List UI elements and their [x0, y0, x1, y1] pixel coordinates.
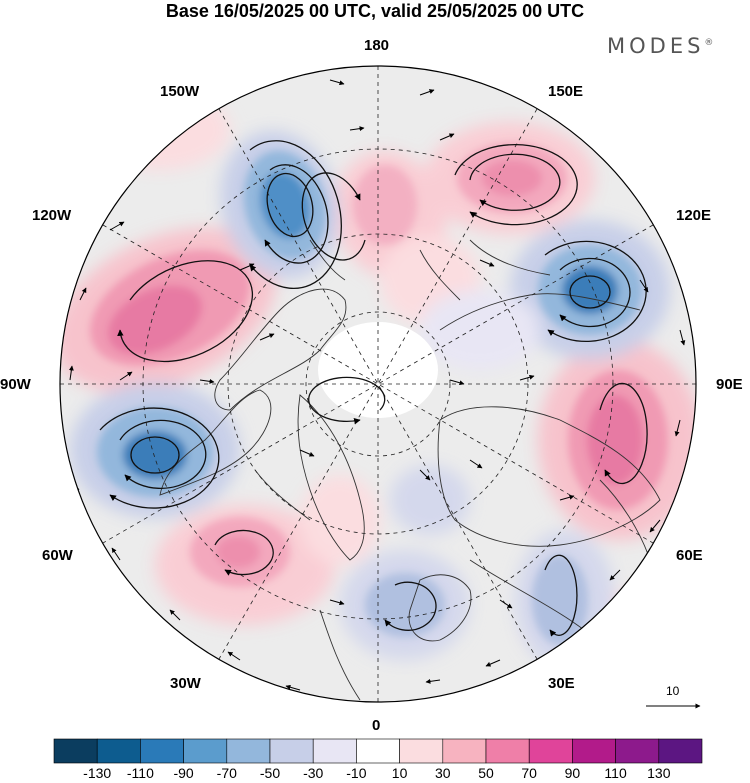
brand-logo: MODES®: [607, 34, 713, 58]
colorbar-swatch: [312, 738, 357, 764]
lon-label-0: 0: [372, 717, 381, 734]
colorbar-swatch: [442, 738, 487, 764]
colorbar-swatch: [269, 738, 314, 764]
colorbar-tick-label: -90: [173, 765, 194, 781]
colorbar-swatch: [658, 738, 703, 764]
colorbar-tick-label: 50: [478, 765, 494, 781]
wind-vectors: [68, 79, 686, 691]
colorbar-swatch: [96, 738, 141, 764]
colorbar-swatch: [356, 738, 400, 764]
colorbar-tick-label: 90: [564, 765, 581, 781]
colorbar-tick-label: -50: [259, 765, 281, 781]
lon-label-150w: 150W: [160, 83, 200, 100]
lon-label-90e: 90E: [716, 376, 743, 393]
colorbar: [53, 738, 703, 764]
colorbar-swatch: [226, 738, 271, 764]
colorbar-swatch: [572, 738, 616, 764]
colorbar-swatch: [183, 738, 228, 764]
colorbar-tick-label: -130: [83, 765, 112, 781]
colorbar-tick-label: -10: [346, 765, 367, 781]
colorbar-swatch: [485, 738, 530, 764]
lon-label-60w: 60W: [42, 547, 73, 564]
colorbar-swatch: [615, 738, 660, 764]
brand-name: MODES: [607, 34, 705, 58]
lon-label-90w: 90W: [0, 376, 31, 393]
colorbar-tick-label: -70: [216, 765, 237, 781]
brand-mark: ®: [704, 38, 714, 48]
colorbar-swatch: [140, 738, 184, 764]
lon-label-180: 180: [364, 37, 390, 54]
lon-label-30e: 30E: [548, 675, 575, 692]
reference-vector-label: 10: [666, 684, 680, 698]
colorbar-tick-label: 30: [435, 765, 451, 781]
colorbar-tick-label: 130: [647, 765, 671, 781]
lon-label-120e: 120E: [676, 207, 712, 224]
colorbar-swatch: [528, 738, 573, 764]
colorbar-tick-label: -30: [303, 765, 324, 781]
streamlines: [99, 140, 648, 637]
lon-label-30w: 30W: [170, 675, 201, 692]
colorbar-tick-label: 70: [521, 765, 537, 781]
map-disc: [60, 66, 696, 702]
colorbar-swatch: [399, 738, 444, 764]
map-border: [59, 65, 697, 703]
colorbar-tick-label: 10: [391, 765, 408, 781]
map-title: Base 16/05/2025 00 UTC, valid 25/05/2025…: [165, 1, 585, 21]
colorbar-tick-label: 110: [604, 765, 627, 781]
colorbar-tick-label: -110: [126, 765, 154, 781]
lon-label-120w: 120W: [32, 207, 72, 224]
lon-label-150e: 150E: [548, 83, 584, 100]
lon-label-60e: 60E: [676, 547, 703, 564]
colorbar-swatch: [53, 738, 98, 764]
